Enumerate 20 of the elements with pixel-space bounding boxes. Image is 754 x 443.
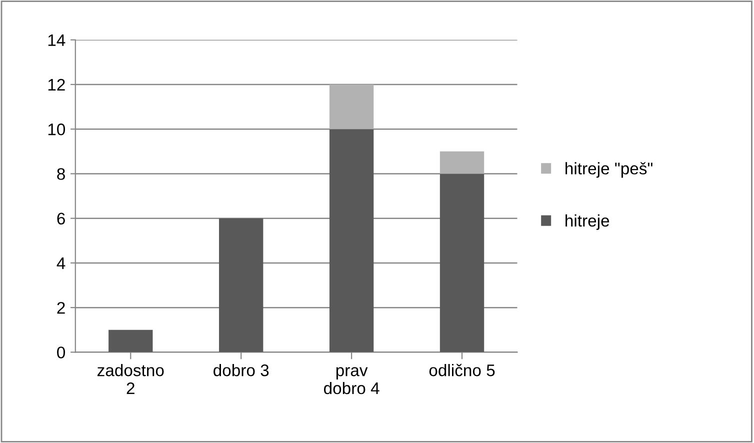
y-tick-label: 10 — [48, 124, 66, 136]
y-tick-label: 4 — [56, 258, 66, 269]
x-tick-label: zadostno 2 — [97, 364, 164, 394]
legend-label: hitreje — [566, 214, 610, 230]
y-tick-label: 12 — [48, 78, 65, 91]
x-tick-label: prav dobro 4 — [324, 367, 380, 394]
y-tick-label: 2 — [57, 302, 65, 314]
x-tick-label: odlično 5 — [429, 364, 495, 376]
bar — [219, 218, 264, 352]
y-tick-label: 14 — [48, 34, 66, 46]
y-tick-label: 6 — [57, 212, 65, 225]
y-tick-label: 8 — [57, 168, 65, 180]
bar — [440, 174, 484, 352]
bar — [440, 151, 484, 174]
legend-label: hitreje "peš" — [566, 162, 652, 178]
bar — [329, 84, 374, 130]
bar — [329, 129, 374, 352]
bar — [108, 330, 153, 352]
x-tick-label: dobro 3 — [214, 364, 269, 376]
y-tick-label: 0 — [57, 346, 66, 358]
